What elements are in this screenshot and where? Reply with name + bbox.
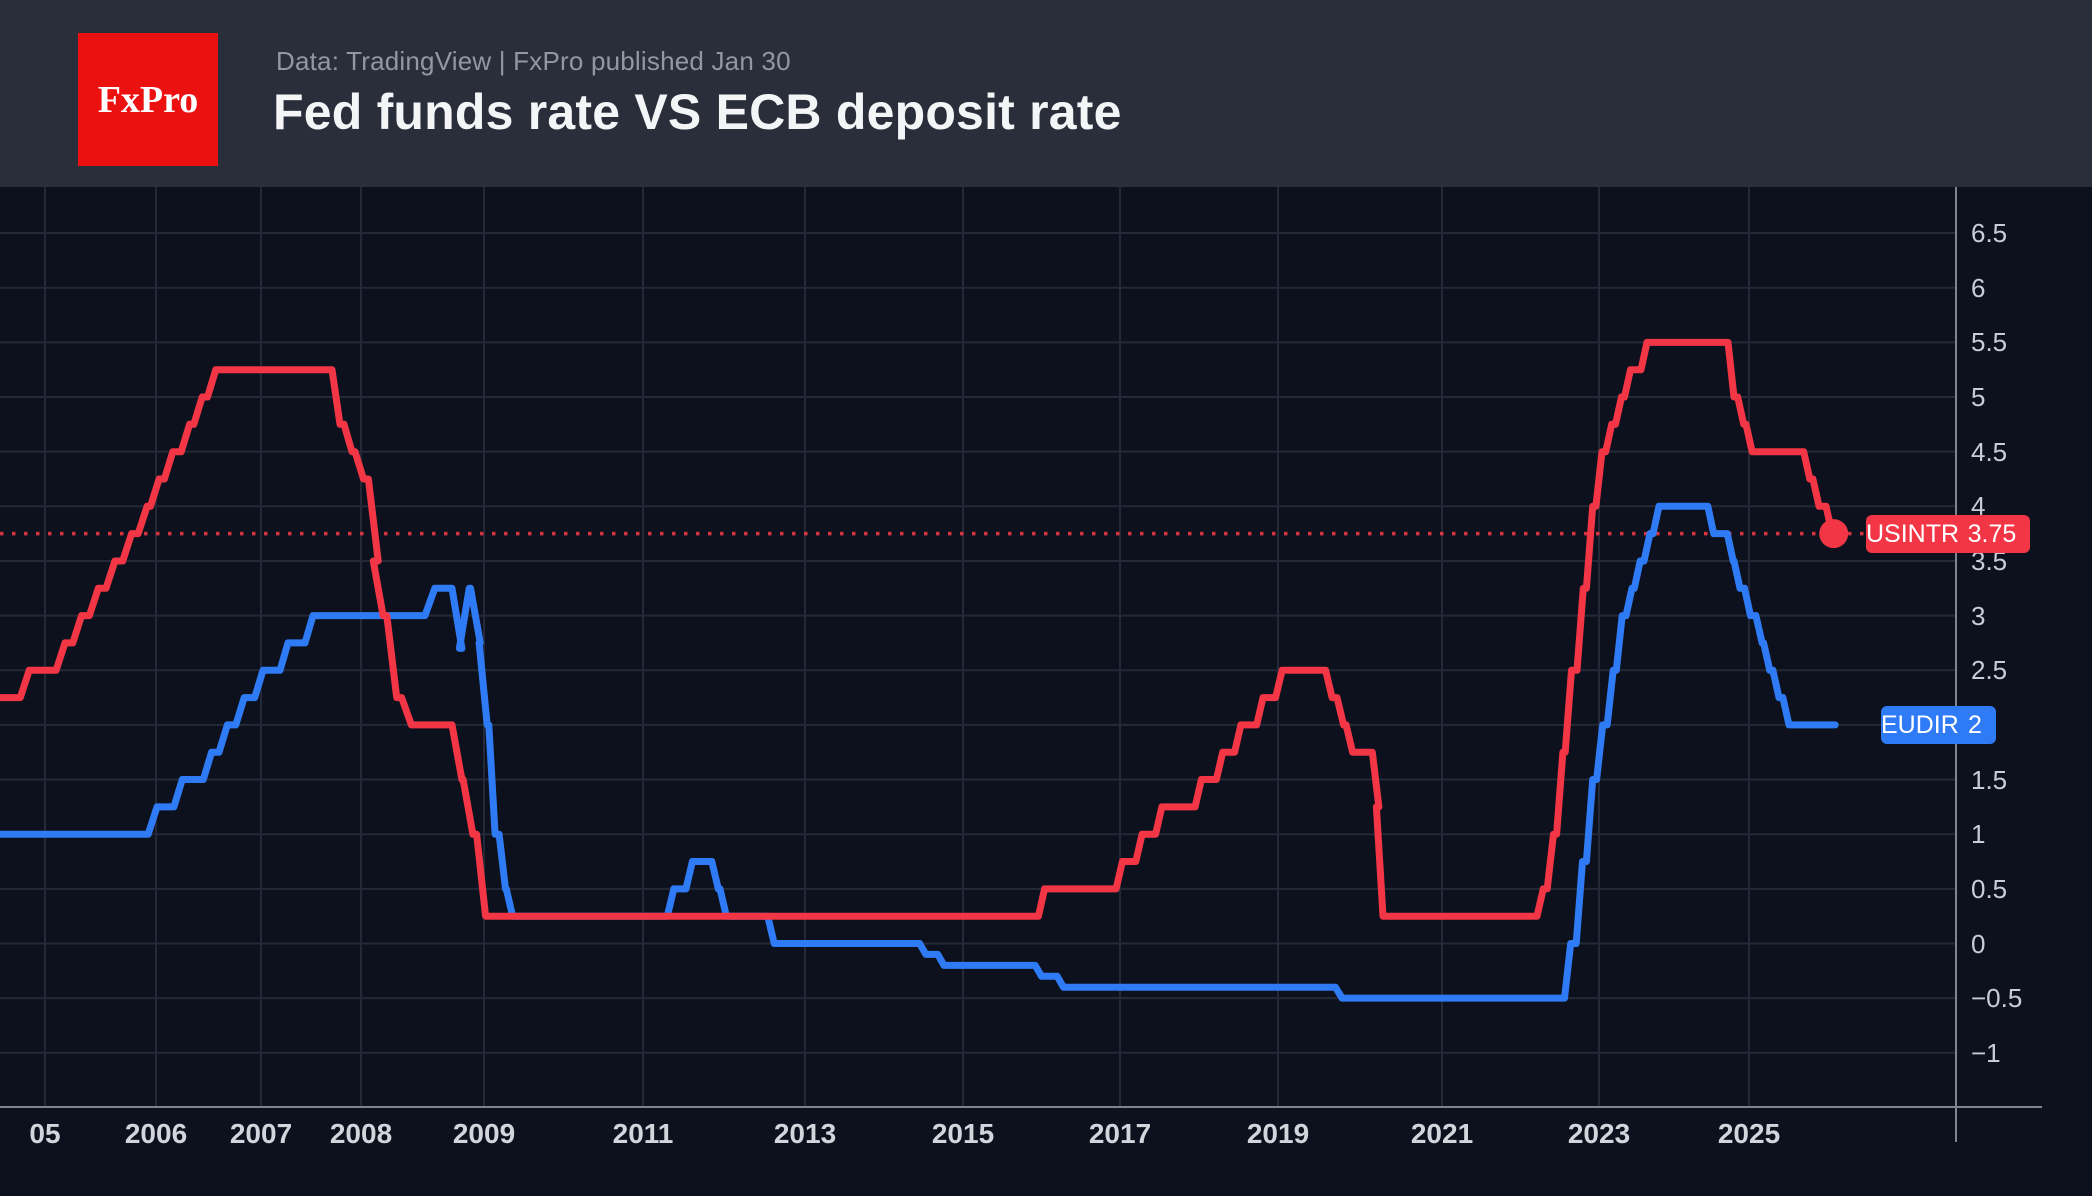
x-tick-label: 2013 [773,1118,837,1149]
y-tick-label: −1 [1971,1037,2001,1068]
eudir-symbol-label: EUDIR [1881,710,1959,739]
x-tick-label: 2017 [1088,1118,1152,1149]
y-tick-label: 0 [1971,928,1986,959]
usintr-symbol-label: USINTR [1866,519,1960,548]
x-tick-label: 05 [29,1118,61,1149]
x-tick-label: 2006 [124,1118,188,1149]
page-title: Fed funds rate VS ECB deposit rate [273,84,1122,140]
y-tick-label: 5 [1971,382,1986,412]
x-tick-label: 2015 [931,1118,995,1149]
usintr-price-badge: USINTR 3.75 [1866,515,2030,553]
x-tick-label: 2025 [1717,1118,1781,1149]
y-tick-label: 5.5 [1971,327,2008,358]
eudir-price-badge: EUDIR 2 [1881,706,1996,744]
eudir-rate-line [0,502,1839,1002]
y-tick-label: 0.5 [1971,873,2008,904]
x-tick-label: 2011 [612,1118,674,1149]
usintr-last-point-dot [1819,519,1849,549]
fxpro-logo: FxPro [78,33,218,166]
fxpro-logo-text: FxPro [97,78,199,121]
y-tick-label: 1 [1971,819,1986,850]
y-tick-label: 6 [1971,272,1986,303]
x-tick-label: 2019 [1246,1118,1310,1149]
y-tick-label: 2.5 [1971,655,2008,686]
y-tick-label: 1.5 [1971,764,2008,795]
usintr-rate-line [0,338,1838,920]
y-tick-label: 6.5 [1971,218,2008,249]
y-tick-label: −0.5 [1971,983,2023,1014]
header-bar: FxPro Data: TradingView | FxPro publishe… [0,0,2092,187]
x-tick-label: 2007 [229,1118,293,1149]
x-tick-label: 2008 [329,1118,393,1149]
usintr-last-value: 3.75 [1967,519,2017,548]
x-tick-label: 2023 [1567,1118,1631,1149]
x-tick-label: 2021 [1410,1118,1474,1149]
chart-source-caption: Data: TradingView | FxPro published Jan … [276,46,791,76]
x-tick-label: 2009 [452,1118,516,1149]
y-tick-label: 3 [1971,600,1986,631]
y-tick-label: 4 [1971,491,1986,522]
y-tick-label: 4.5 [1971,436,2008,467]
eudir-last-value: 2 [1968,710,1982,739]
